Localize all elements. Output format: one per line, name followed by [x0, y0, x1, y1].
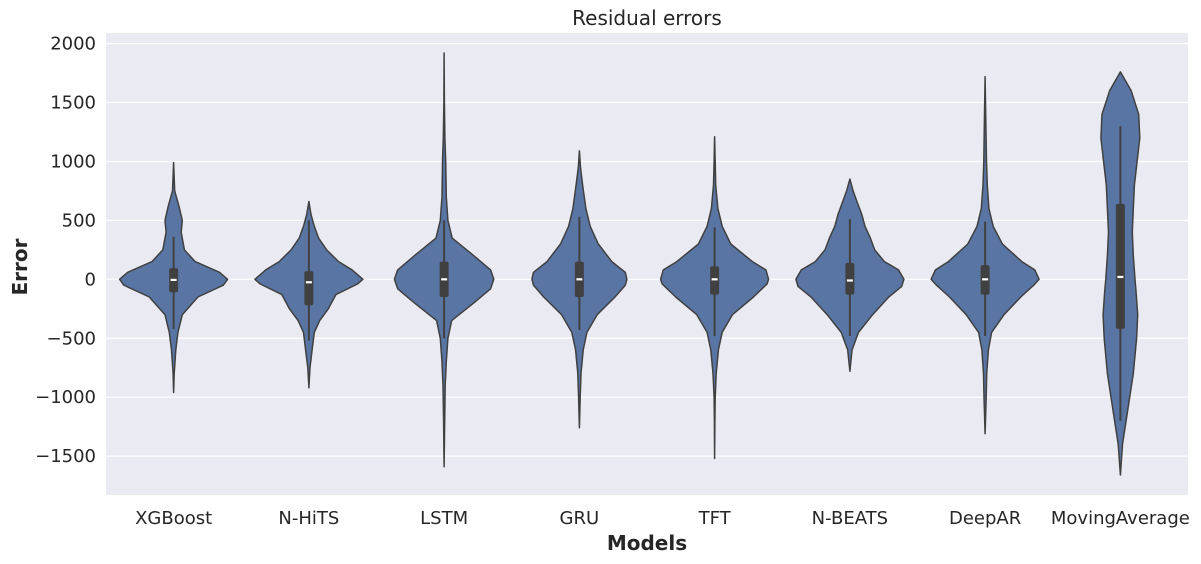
violin-n-beats	[795, 178, 905, 373]
violin-tft	[659, 135, 770, 460]
x-tick-labels: XGBoost N-HiTS LSTM GRU TFT N-BEATS DeepAR Movi…	[135, 508, 1190, 529]
y-tick-labels: 2000 1500 1000 500 0 −500 −1000 −1500	[35, 34, 96, 468]
violin-n-hits	[254, 200, 364, 389]
x-tick-label: GRU	[560, 508, 600, 529]
y-tick-label: −1500	[35, 446, 96, 467]
x-tick-label: DeepAR	[949, 508, 1021, 529]
violin-iqr-box	[1115, 203, 1125, 329]
chart-title: Residual errors	[572, 6, 722, 30]
violin-lstm	[393, 52, 495, 468]
y-tick-label: −500	[47, 328, 96, 349]
y-tick-label: 500	[62, 210, 96, 231]
violin-iqr-box	[304, 271, 314, 306]
x-tick-label: MovingAverage	[1051, 508, 1190, 529]
violins	[118, 52, 1141, 476]
x-tick-label: N-HiTS	[278, 508, 339, 529]
x-tick-label: TFT	[698, 508, 732, 529]
violin-movingaverage	[1100, 71, 1141, 476]
violin-xgboost	[118, 161, 229, 394]
violin-gru	[531, 150, 628, 429]
y-tick-label: −1000	[35, 387, 96, 408]
x-tick-label: N-BEATS	[812, 508, 888, 529]
x-axis-label: Models	[607, 531, 687, 555]
grid-lines	[106, 43, 1188, 457]
y-tick-label: 2000	[50, 34, 96, 55]
x-tick-label: LSTM	[420, 508, 468, 529]
violin-iqr-box	[710, 266, 720, 295]
y-axis-label: Error	[8, 238, 32, 295]
x-tick-label: XGBoost	[135, 508, 212, 529]
violin-deepar	[930, 75, 1040, 435]
y-tick-label: 1000	[50, 151, 96, 172]
y-tick-label: 0	[85, 269, 96, 290]
y-tick-label: 1500	[50, 93, 96, 114]
violin-iqr-box	[845, 262, 855, 295]
